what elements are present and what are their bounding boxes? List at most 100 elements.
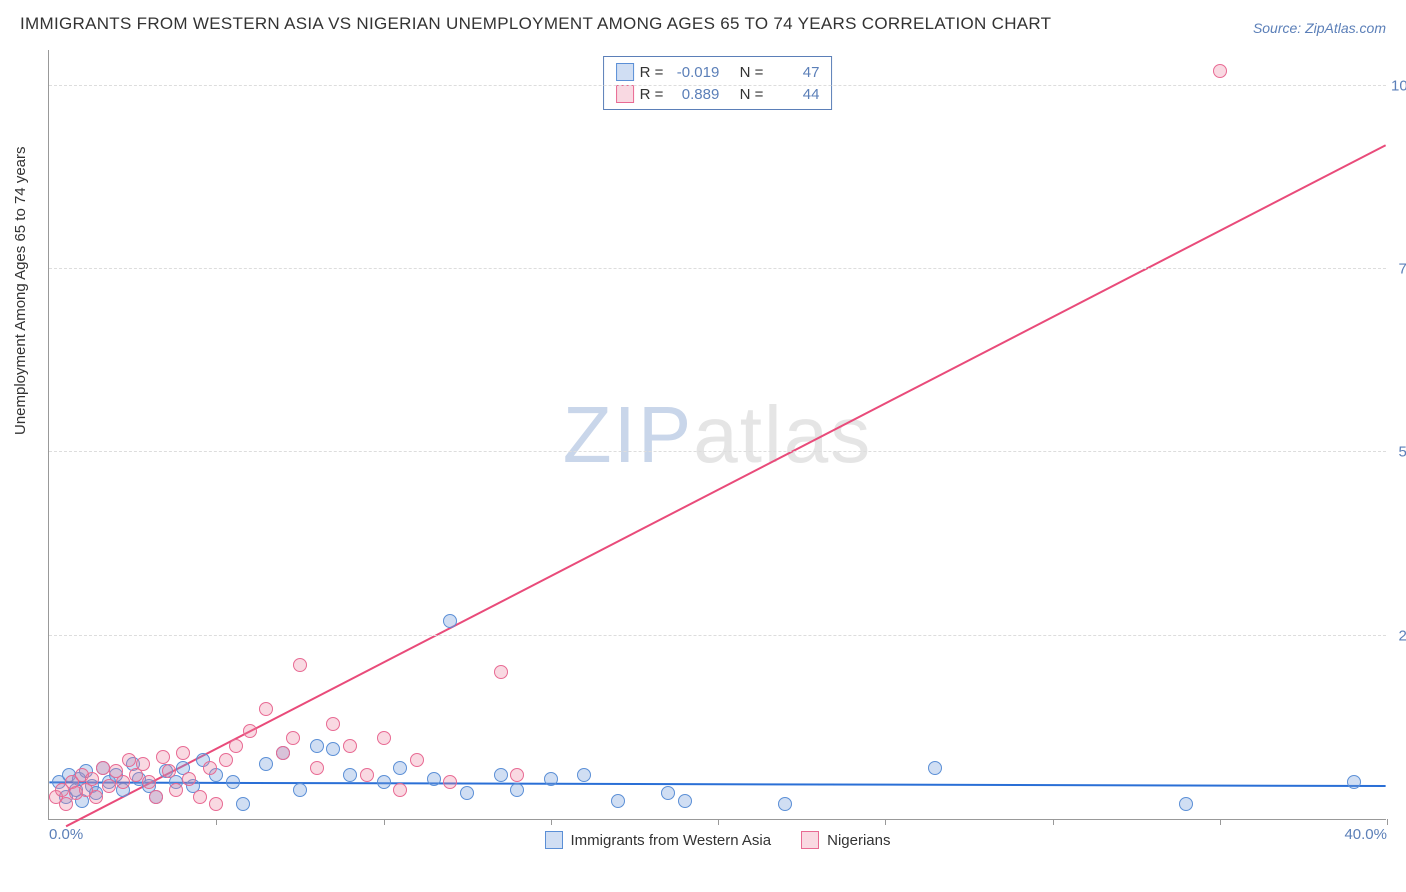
legend-n-label-1: N = (740, 64, 764, 81)
gridline-h (49, 451, 1386, 452)
legend-bottom-label-2: Nigerians (827, 832, 890, 849)
x-tick (1053, 819, 1054, 825)
scatter-point (136, 757, 150, 771)
scatter-point (243, 724, 257, 738)
scatter-point (510, 768, 524, 782)
scatter-point (203, 761, 217, 775)
scatter-point (176, 746, 190, 760)
scatter-point (162, 764, 176, 778)
source-attribution: Source: ZipAtlas.com (1253, 20, 1386, 36)
legend-swatch-bottom-2 (801, 831, 819, 849)
chart-title: IMMIGRANTS FROM WESTERN ASIA VS NIGERIAN… (20, 14, 1051, 34)
x-tick-label: 0.0% (49, 826, 83, 843)
scatter-point (310, 761, 324, 775)
x-tick (551, 819, 552, 825)
scatter-point (393, 783, 407, 797)
scatter-point (410, 753, 424, 767)
y-tick-label: 25.0% (1391, 627, 1406, 644)
chart-container: IMMIGRANTS FROM WESTERN ASIA VS NIGERIAN… (0, 0, 1406, 892)
scatter-point (1347, 775, 1361, 789)
y-tick-label: 100.0% (1391, 77, 1406, 94)
scatter-point (778, 797, 792, 811)
y-tick-label: 50.0% (1391, 444, 1406, 461)
legend-bottom-item-2: Nigerians (801, 831, 890, 849)
x-tick (384, 819, 385, 825)
x-tick (1220, 819, 1221, 825)
legend-n-label-2: N = (740, 86, 764, 103)
scatter-point (577, 768, 591, 782)
scatter-point (236, 797, 250, 811)
scatter-point (156, 750, 170, 764)
scatter-point (377, 775, 391, 789)
legend-bottom: Immigrants from Western Asia Nigerians (545, 831, 891, 849)
scatter-point (678, 794, 692, 808)
legend-top-row-2: R = 0.889 N = 44 (616, 83, 820, 105)
legend-r-label-1: R = (640, 64, 664, 81)
scatter-point (326, 717, 340, 731)
scatter-point (377, 731, 391, 745)
y-axis-label: Unemployment Among Ages 65 to 74 years (12, 146, 29, 435)
scatter-point (259, 757, 273, 771)
scatter-point (427, 772, 441, 786)
legend-swatch-series-1 (616, 63, 634, 81)
scatter-point (286, 731, 300, 745)
scatter-point (343, 739, 357, 753)
scatter-point (510, 783, 524, 797)
plot-area: ZIPatlas R = -0.019 N = 47 R = 0.889 N =… (48, 50, 1386, 820)
x-tick (1387, 819, 1388, 825)
legend-n-value-1: 47 (769, 64, 819, 81)
scatter-point (276, 746, 290, 760)
scatter-point (209, 797, 223, 811)
scatter-point (494, 768, 508, 782)
scatter-point (443, 614, 457, 628)
scatter-point (393, 761, 407, 775)
legend-bottom-item-1: Immigrants from Western Asia (545, 831, 772, 849)
trend-line (66, 145, 1386, 826)
scatter-point (360, 768, 374, 782)
trend-lines-svg (49, 50, 1386, 819)
legend-bottom-label-1: Immigrants from Western Asia (571, 832, 772, 849)
legend-r-value-2: 0.889 (669, 86, 719, 103)
scatter-point (293, 658, 307, 672)
scatter-point (142, 775, 156, 789)
legend-top: R = -0.019 N = 47 R = 0.889 N = 44 (603, 56, 833, 110)
scatter-point (611, 794, 625, 808)
scatter-point (149, 790, 163, 804)
scatter-point (661, 786, 675, 800)
scatter-point (259, 702, 273, 716)
scatter-point (1213, 64, 1227, 78)
scatter-point (116, 775, 130, 789)
x-tick (718, 819, 719, 825)
scatter-point (443, 775, 457, 789)
legend-r-label-2: R = (640, 86, 664, 103)
legend-swatch-series-2 (616, 85, 634, 103)
scatter-point (102, 779, 116, 793)
scatter-point (229, 739, 243, 753)
scatter-point (169, 783, 183, 797)
scatter-point (494, 665, 508, 679)
gridline-h (49, 635, 1386, 636)
scatter-point (460, 786, 474, 800)
scatter-point (89, 790, 103, 804)
scatter-point (326, 742, 340, 756)
legend-r-value-1: -0.019 (669, 64, 719, 81)
scatter-point (544, 772, 558, 786)
gridline-h (49, 268, 1386, 269)
legend-top-row-1: R = -0.019 N = 47 (616, 61, 820, 83)
legend-swatch-bottom-1 (545, 831, 563, 849)
scatter-point (85, 772, 99, 786)
x-tick-label: 40.0% (1344, 826, 1387, 843)
x-tick (885, 819, 886, 825)
legend-n-value-2: 44 (769, 86, 819, 103)
scatter-point (343, 768, 357, 782)
scatter-point (59, 797, 73, 811)
scatter-point (1179, 797, 1193, 811)
scatter-point (310, 739, 324, 753)
scatter-point (193, 790, 207, 804)
y-tick-label: 75.0% (1391, 261, 1406, 278)
scatter-point (226, 775, 240, 789)
scatter-point (122, 753, 136, 767)
scatter-point (96, 761, 110, 775)
trend-line (49, 782, 1385, 786)
scatter-point (219, 753, 233, 767)
